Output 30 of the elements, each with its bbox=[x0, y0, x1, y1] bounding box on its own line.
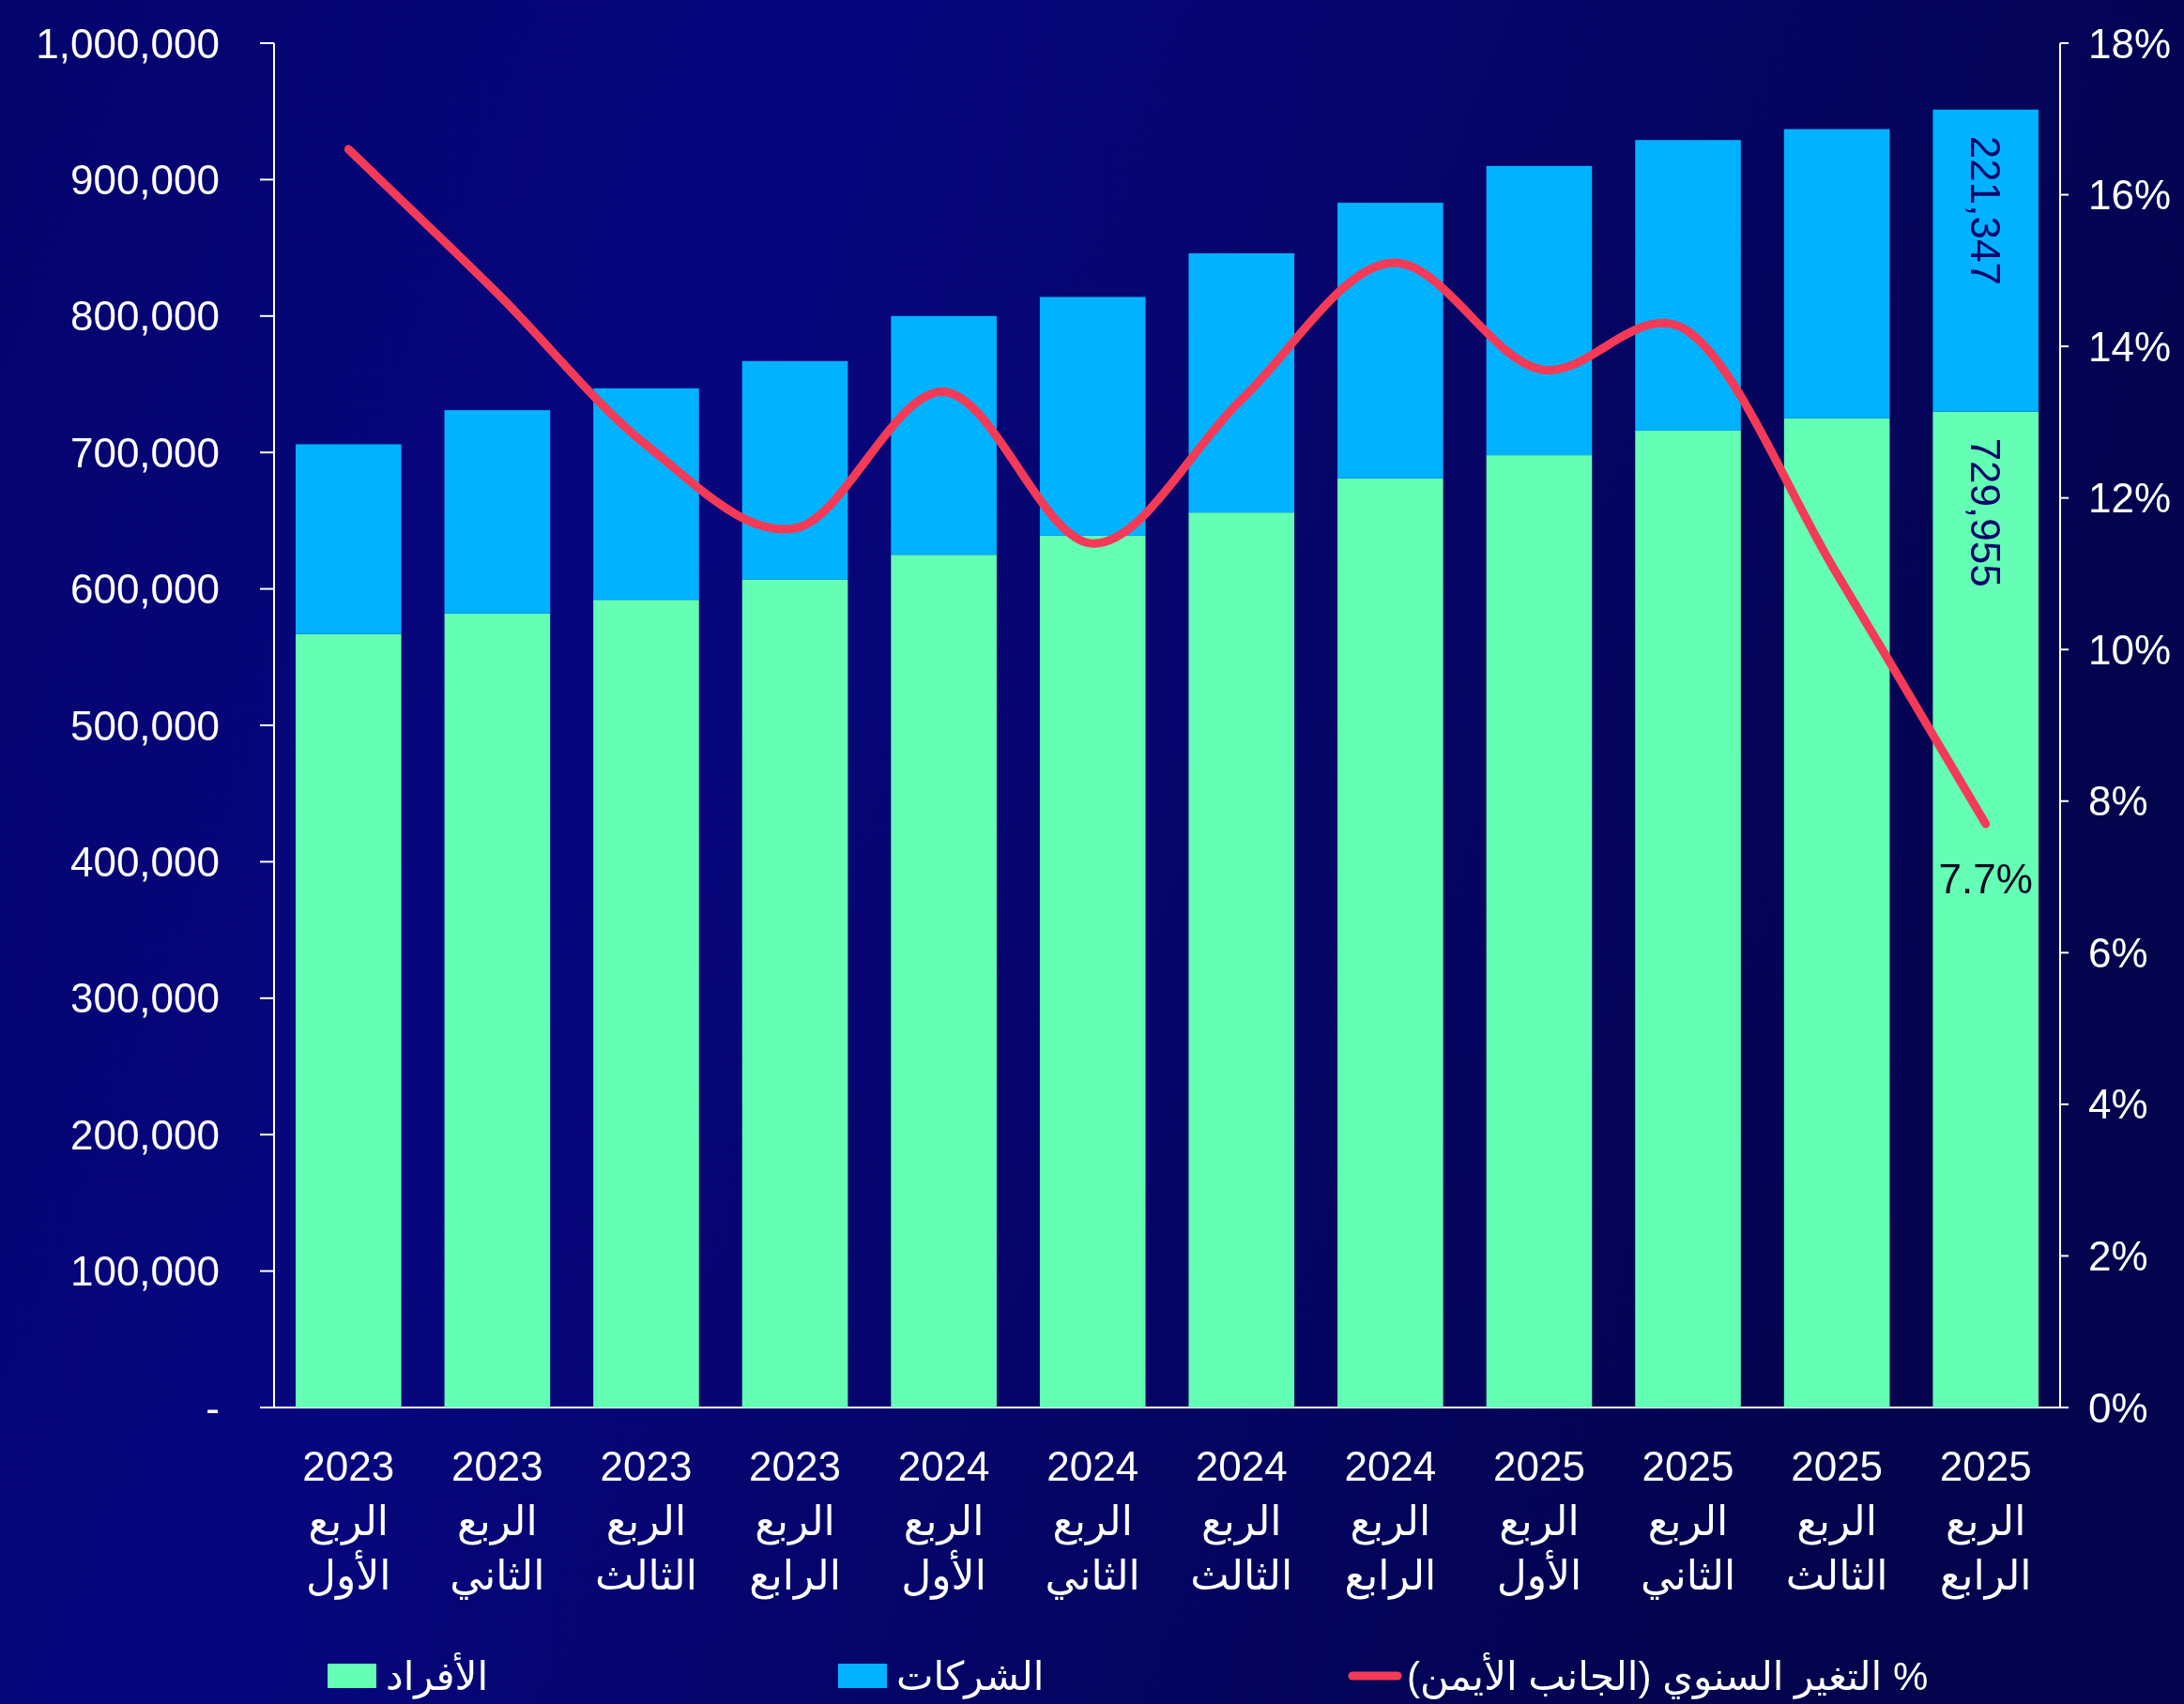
y2-tick-label: 2% bbox=[2088, 1232, 2148, 1279]
y-tick-label: 500,000 bbox=[69, 702, 220, 749]
y-tick-label: - bbox=[206, 1384, 220, 1431]
y-tick-label: 800,000 bbox=[69, 293, 220, 340]
y2-tick-label: 8% bbox=[2088, 778, 2148, 825]
legend-label: الشركات bbox=[896, 1653, 1045, 1699]
data-label: 729,955 bbox=[1963, 437, 2009, 587]
legend-item: الأفراد bbox=[328, 1653, 489, 1698]
legend-item: % التغير السنوي (الجانب الأيمن) bbox=[1348, 1653, 1929, 1698]
y2-tick-label: 14% bbox=[2088, 323, 2172, 370]
y2-tick-label: 18% bbox=[2088, 20, 2172, 67]
legend-label: الأفراد bbox=[386, 1651, 489, 1699]
y2-tick-label: 10% bbox=[2088, 626, 2172, 673]
y-tick-label: 1,000,000 bbox=[36, 20, 220, 67]
y-tick-label: 900,000 bbox=[69, 156, 220, 203]
y-tick-label: 400,000 bbox=[69, 838, 220, 885]
y-tick-label: 200,000 bbox=[69, 1111, 220, 1158]
y2-tick-label: 16% bbox=[2088, 172, 2172, 219]
legend-item: الشركات bbox=[838, 1653, 1045, 1698]
y2-tick-label: 4% bbox=[2088, 1081, 2148, 1128]
legend-label: % التغير السنوي (الجانب الأيمن) bbox=[1407, 1651, 1929, 1699]
data-label: 221,347 bbox=[1963, 135, 2009, 285]
y2-tick-label: 6% bbox=[2088, 929, 2148, 976]
y-tick-label: 100,000 bbox=[69, 1248, 220, 1295]
y2-tick-label: 0% bbox=[2088, 1384, 2148, 1431]
y-tick-label: 700,000 bbox=[69, 429, 220, 476]
y-tick-label: 300,000 bbox=[69, 975, 220, 1022]
y-tick-label: 600,000 bbox=[69, 566, 220, 613]
data-label: 7.7% bbox=[1938, 855, 2033, 902]
y2-tick-label: 12% bbox=[2088, 475, 2172, 522]
